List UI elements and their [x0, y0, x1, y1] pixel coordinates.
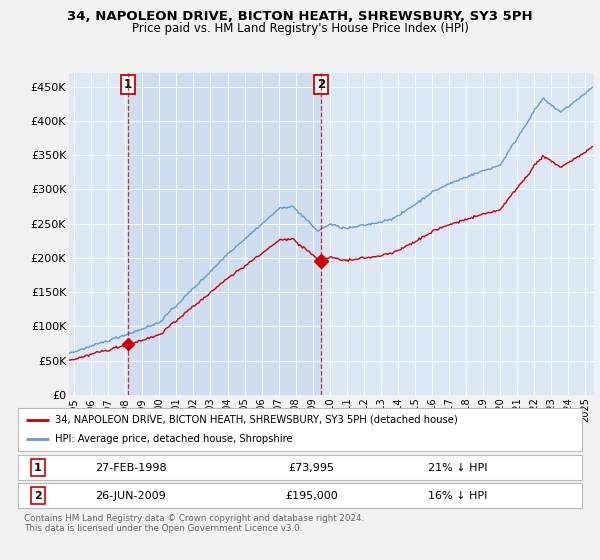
Text: £73,995: £73,995 [288, 463, 334, 473]
Text: Price paid vs. HM Land Registry's House Price Index (HPI): Price paid vs. HM Land Registry's House … [131, 22, 469, 35]
Text: 2: 2 [34, 491, 41, 501]
Bar [128, 73, 321, 395]
Text: 34, NAPOLEON DRIVE, BICTON HEATH, SHREWSBURY, SY3 5PH (detached house): 34, NAPOLEON DRIVE, BICTON HEATH, SHREWS… [55, 415, 457, 424]
Text: 1: 1 [124, 78, 132, 91]
Text: 34, NAPOLEON DRIVE, BICTON HEATH, SHREWSBURY, SY3 5PH: 34, NAPOLEON DRIVE, BICTON HEATH, SHREWS… [67, 10, 533, 23]
Text: 16% ↓ HPI: 16% ↓ HPI [428, 491, 488, 501]
Text: 26-JUN-2009: 26-JUN-2009 [95, 491, 166, 501]
Text: 27-FEB-1998: 27-FEB-1998 [95, 463, 167, 473]
Text: 2: 2 [317, 78, 325, 91]
Text: 1: 1 [34, 463, 41, 473]
Text: 21% ↓ HPI: 21% ↓ HPI [428, 463, 488, 473]
Text: £195,000: £195,000 [285, 491, 338, 501]
Text: Contains HM Land Registry data © Crown copyright and database right 2024.
This d: Contains HM Land Registry data © Crown c… [24, 514, 364, 534]
Text: HPI: Average price, detached house, Shropshire: HPI: Average price, detached house, Shro… [55, 434, 292, 444]
